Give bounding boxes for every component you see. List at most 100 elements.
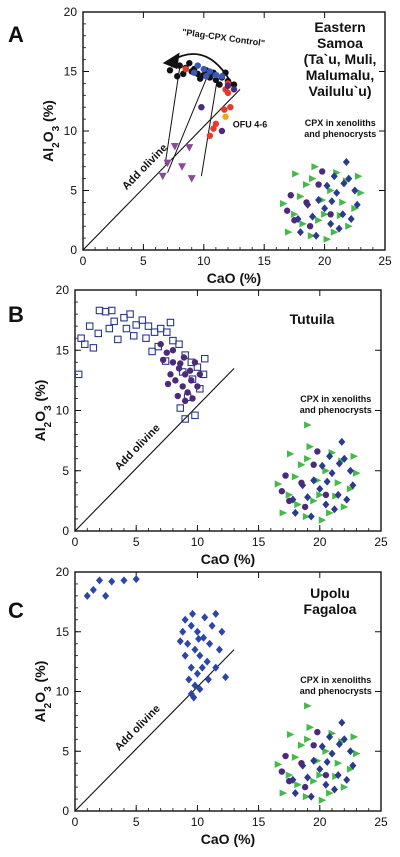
data-point-triangle-right [309,175,317,183]
cpx-label-line: and phenocrysts [300,405,372,415]
data-point-diamond [323,477,331,486]
data-point-circle [191,359,199,366]
data-point-diamond [349,761,357,770]
data-point-diamond [343,495,351,504]
data-point-triangle-right [316,491,324,499]
data-point-diamond [193,669,201,678]
data-point-square-open [191,411,199,420]
data-point-diamond [339,210,347,219]
data-point-diamond [326,732,334,741]
data-point-triangle-right [346,485,355,493]
data-point-triangle-right [302,793,311,801]
data-point-circle [196,371,204,378]
y-axis-title: Al2O3 (%) [32,380,54,442]
olivine-line [82,88,241,251]
data-point-triangle-right [306,443,315,451]
data-point-triangle-right [285,771,294,779]
data-point-diamond [310,756,318,765]
data-point-triangle-right [313,757,322,765]
data-point-circle [218,73,226,80]
data-point-diamond [291,789,299,798]
cpx-label-line: and phenocrysts [304,129,376,139]
y-axis-title-part: O [32,411,48,422]
data-point-triangle-right [318,796,327,804]
panel-label: B [8,302,24,327]
x-tick-label: 15 [258,254,272,268]
chart-panel-B: 0 5 10 15 20 25 0 5 10 15 20 CaO (%) Al2O3 (%) B Tutui… [8,283,388,567]
data-point-diamond [351,186,359,195]
data-point-diamond [312,231,320,240]
x-tick-label: 0 [80,254,87,268]
data-point-diamond [187,663,195,672]
data-point-diamond [200,633,208,642]
data-point-diamond [307,792,315,801]
x-axis-title: CaO (%) [201,551,255,567]
data-point-diamond [179,627,187,636]
data-point-circle [278,488,286,495]
panel-label: C [8,598,24,623]
data-point-circle [291,217,298,224]
data-point-triangle-right [285,491,294,499]
data-point-diamond [181,651,189,660]
data-point-circle [222,113,229,120]
data-point-circle [298,760,305,767]
data-point-triangle-right [294,500,302,509]
data-point-circle [301,503,309,511]
data-point-circle [194,62,201,69]
data-point-circle [310,742,317,749]
data-point-diamond [340,454,348,463]
olivine-label: Add olivine [113,422,163,473]
data-point-diamond [201,613,209,622]
x-tick-label: 0 [72,815,79,829]
data-point-circle [176,62,183,69]
data-point-circle [314,728,321,736]
x-tick-label: 10 [191,815,205,829]
data-point-triangle-right [280,199,288,208]
data-point-circle [227,104,234,111]
data-point-square-open [94,329,103,338]
data-point-diamond [316,484,324,493]
data-point-diamond [330,785,338,794]
data-point-diamond [323,758,331,767]
data-point-square-open [138,316,147,324]
data-point-diamond [328,749,336,758]
data-point-diamond [343,775,351,784]
data-point-triangle-down [187,175,196,183]
data-point-square-open [85,322,94,330]
data-point-square-open [126,310,134,318]
data-point-diamond [318,742,326,751]
data-point-triangle-right [284,228,293,236]
data-point-diamond [328,469,336,478]
y-tick-label: 0 [62,804,69,818]
panel-title-line: Fagaloa [304,601,357,617]
data-point-diamond [191,681,199,690]
data-point-circle [164,380,172,388]
data-point-circle [190,69,198,76]
data-point-triangle-right [353,469,361,477]
data-point-diamond [187,621,195,630]
data-point-diamond [181,615,189,624]
data-point-circle [286,777,293,785]
data-point-triangle-right [291,753,300,761]
data-point-diamond [321,204,329,213]
data-point-circle [198,104,205,111]
data-point-circle [224,82,232,89]
y-tick-label: 15 [56,625,70,639]
data-point-triangle-down [178,163,187,171]
data-point-circle [169,359,177,366]
data-point-triangle-right [286,730,295,739]
data-point-triangle-down [158,172,167,181]
data-point-diamond [195,634,203,643]
data-point-circle [179,383,186,390]
data-point-circle [212,76,220,84]
y-axis-title-part: 2 [43,702,54,708]
data-point-diamond [349,481,357,490]
data-point-circle [194,383,201,390]
data-point-diamond [198,663,206,672]
control-line [164,67,181,165]
data-point-triangle-right [286,450,295,458]
data-point-circle [157,341,164,348]
data-point-square-open [95,306,104,315]
y-axis-title-part: 2 [51,142,62,148]
data-point-triangle-right [351,204,359,212]
